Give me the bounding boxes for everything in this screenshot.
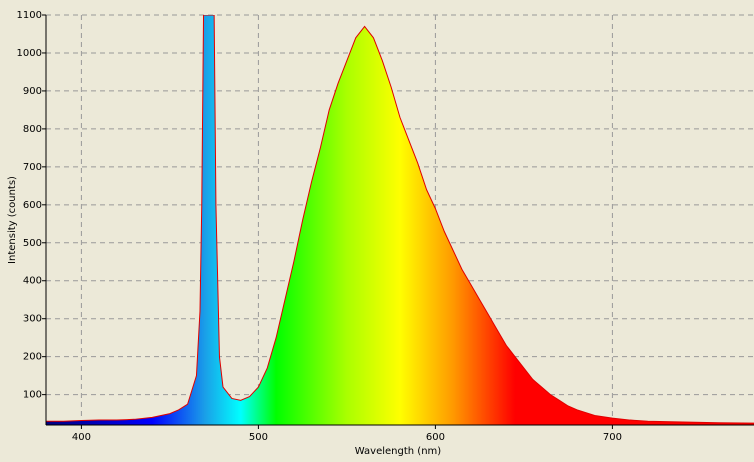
y-tick-label: 800 (23, 124, 42, 135)
y-axis-label: Intensity (counts) (7, 176, 18, 264)
x-tick-label: 400 (72, 432, 91, 443)
spectrum-line (46, 15, 754, 424)
y-tick-label: 100 (23, 390, 42, 401)
spectrum-area (46, 15, 754, 425)
y-tick-label: 1100 (17, 10, 42, 21)
x-tick-label: 600 (426, 432, 445, 443)
y-tick-label: 300 (23, 314, 42, 325)
y-tick-label: 600 (23, 200, 42, 211)
plot (46, 15, 754, 425)
x-tick-label: 700 (603, 432, 622, 443)
y-tick-label: 500 (23, 238, 42, 249)
x-tick-label: 500 (249, 432, 268, 443)
y-tick-label: 400 (23, 276, 42, 287)
x-axis-label: Wavelength (nm) (355, 446, 441, 457)
y-tick-label: 200 (23, 352, 42, 363)
y-tick-label: 1000 (17, 48, 42, 59)
y-tick-label: 700 (23, 162, 42, 173)
y-tick-label: 900 (23, 86, 42, 97)
